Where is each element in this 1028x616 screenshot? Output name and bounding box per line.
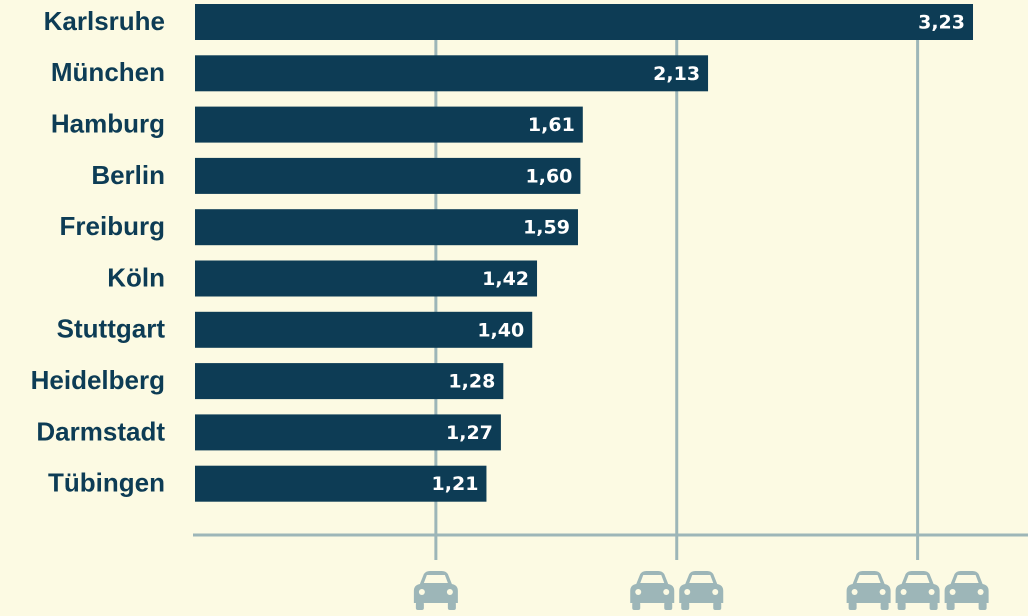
x-tick-icon [413,571,458,610]
car-light [712,589,719,595]
car-wheel [880,602,889,610]
value-label: 3,23 [918,12,965,34]
bar [195,363,504,400]
car-wheel [978,602,987,610]
y-tick-label: Berlin [91,160,165,190]
value-label: 1,60 [526,165,573,187]
car-light [446,589,453,595]
car-body [944,571,989,603]
y-tick-label: Darmstadt [36,416,165,446]
car-light [879,589,886,595]
car-wheel [632,602,641,610]
bar [195,106,583,143]
y-tick-label: Köln [107,262,165,292]
car-wheel [447,602,456,610]
car-light [928,589,935,595]
car-wheel [415,602,424,610]
value-label: 1,59 [523,217,570,239]
car-wheel [946,602,955,610]
car-body [895,571,940,603]
car-light [418,589,425,595]
value-label: 1,61 [528,114,575,136]
y-tick-label: Hamburg [51,108,165,138]
x-tick-icon [630,571,724,610]
bar [195,414,501,451]
y-tick-label: Stuttgart [57,314,166,344]
car-light [900,589,907,595]
value-label: 1,27 [446,422,493,444]
car-window [423,575,448,583]
bar [195,465,487,502]
car-window [640,575,665,583]
car-light [851,589,858,595]
value-label: 1,28 [448,371,495,393]
car-window [954,575,979,583]
y-tick-label: Heidelberg [31,365,165,395]
x-tick-icon [846,571,989,610]
bar [195,55,709,92]
bar [195,4,974,40]
car-wheel [713,602,722,610]
car-window [856,575,881,583]
bar [195,209,578,246]
car-body [630,571,675,603]
value-label: 1,21 [432,473,479,495]
car-light [949,589,956,595]
bar [195,260,538,297]
car-light [663,589,670,595]
car-light [635,589,642,595]
car-wheel [681,602,690,610]
car-wheel [664,602,673,610]
car-body [679,571,724,603]
bar [195,311,533,348]
value-label: 1,40 [477,319,524,341]
value-label: 1,42 [482,268,529,290]
value-label: 2,13 [653,63,700,85]
car-wheel [897,602,906,610]
car-body [846,571,891,603]
car-wheel [929,602,938,610]
car-window [905,575,930,583]
y-tick-label: Karlsruhe [44,6,165,36]
car-wheel [848,602,857,610]
y-tick-label: Tübingen [48,468,165,498]
y-tick-label: München [51,57,165,87]
bar [195,157,581,194]
car-body [413,571,458,603]
car-window [689,575,714,583]
y-tick-label: Freiburg [60,211,165,241]
car-light [684,589,691,595]
car-light [977,589,984,595]
